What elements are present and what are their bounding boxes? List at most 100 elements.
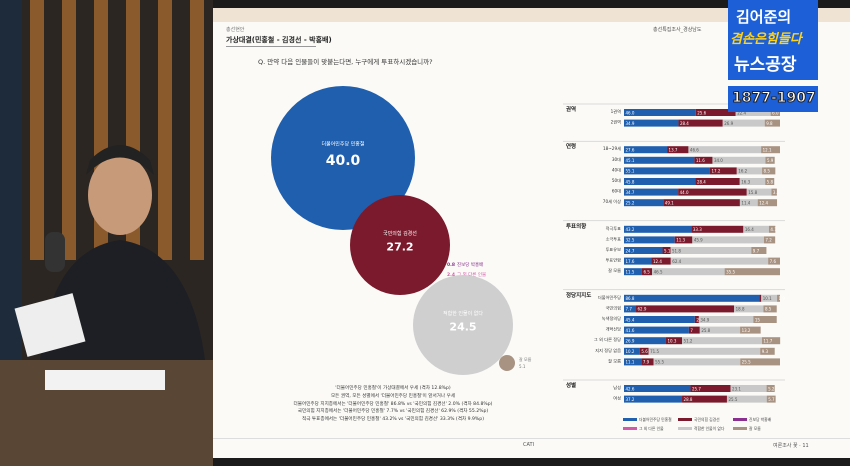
bar-value: 16.2	[738, 169, 747, 174]
summary-line: '더불어민주당 민홍철'이 가상대결에서 우세 (격차 12.8%p)	[335, 386, 451, 391]
bar-value: 62.4	[672, 259, 681, 264]
row-label: 남성	[613, 384, 621, 390]
row-label: 40대	[612, 166, 621, 173]
bar-segment	[651, 257, 671, 265]
bar-value: 9.7	[753, 248, 760, 253]
bar-value: 15	[755, 317, 761, 322]
bar-value: 12.1	[763, 148, 772, 153]
bar-value: 10.2	[626, 349, 635, 354]
bar-segment	[624, 167, 710, 175]
bar-segment	[624, 316, 695, 323]
bar-value: 6.5	[643, 270, 650, 275]
bar-value: 45.1	[626, 158, 635, 163]
summary: '더불어민주당 민홍철'이 가상대결에서 우세 (격차 12.8%p) 모든 권역…	[273, 385, 513, 424]
bar-value: 7.6	[770, 259, 777, 264]
bar-value: 55.5	[655, 360, 664, 365]
bar-segment	[624, 326, 689, 334]
bar-segment	[739, 178, 766, 185]
bar-value: 6.0	[772, 110, 779, 115]
footer-rule	[213, 438, 850, 439]
bubble-name: 국민의힘 김경선	[383, 230, 417, 237]
bar-segment	[624, 236, 675, 244]
bar-segment	[665, 337, 683, 345]
row-label: 1권역	[611, 108, 622, 115]
bar-segment	[751, 247, 767, 254]
bubble-value: 40.0	[326, 153, 361, 169]
bar-value: 16.3	[741, 179, 750, 184]
bubble-name: 그 외 다른 인물	[457, 271, 486, 278]
bar-segment	[730, 385, 767, 392]
row-label: 지지 정당 없음	[595, 347, 621, 354]
bar-value: 55.1	[626, 169, 635, 174]
bar-value: 7	[690, 328, 693, 333]
bar-value: 8.5	[765, 307, 772, 312]
row-label: 국민의힘	[606, 304, 622, 311]
bar-segment	[761, 337, 781, 345]
bar-value: 32.5	[626, 238, 635, 243]
legend-label: 진보당 박홍배	[749, 417, 772, 422]
top-bar	[213, 8, 850, 22]
summary-line: 적극 투표층에서는 '더불어민주당 민홍철' 43.2% vs '국민의힘 김경…	[301, 417, 484, 423]
bar-segment	[641, 358, 654, 366]
bar-segment	[624, 119, 679, 127]
bubble-value: 0.8	[447, 262, 455, 268]
bar-value: 11.7	[763, 339, 772, 344]
bar-segment	[759, 294, 762, 302]
bar-value: 46.0	[626, 110, 635, 115]
bar-value: 13.2	[742, 328, 751, 333]
bar-segment	[734, 305, 764, 313]
summary-line: 모든 권역, 모든 성별에서 '더불어민주당 민홍철'이 앞서거나 우세	[330, 393, 456, 399]
bar-value: 9.8	[766, 121, 773, 126]
row-label: 30대	[612, 156, 621, 163]
bar-segment	[624, 199, 664, 207]
legend-label: 잘 모름	[749, 426, 761, 431]
bar-value: 35.5	[726, 270, 735, 275]
bar-value: 62.9	[638, 307, 647, 312]
group-label: 투표의향	[566, 222, 586, 230]
bar-segment	[694, 316, 699, 323]
group-label: 성별	[566, 381, 576, 389]
bar-value: 43.2	[626, 227, 635, 232]
bar-value: 12.4	[759, 201, 768, 206]
bar-segment	[653, 358, 741, 366]
row-label: 소극투표	[606, 236, 622, 242]
bar-segment	[663, 199, 740, 207]
bar-segment	[762, 167, 776, 175]
bubble-name: 적합한 인물이 없다	[443, 310, 483, 317]
bar-value: 8.5	[764, 169, 771, 174]
bar-segment	[699, 326, 741, 334]
legend-label: 적합한 인물이 없다	[694, 426, 725, 431]
bar-value: 5.6	[641, 349, 648, 354]
question: Q. 만약 다음 인물들이 맞붙는다면, 누구에게 투표하시겠습니까?	[258, 58, 433, 66]
logo-line-2: 겸손은힘들다	[730, 32, 802, 47]
bar-segment	[753, 316, 777, 323]
group-label: 연령	[566, 142, 576, 150]
bar-value: 33.3	[693, 227, 702, 232]
bar-value: 11.5	[626, 270, 635, 275]
bar-value: 27.6	[626, 148, 635, 153]
bar-segment	[709, 167, 737, 175]
bar-value: 34.9	[626, 121, 635, 126]
bar-segment	[694, 156, 713, 164]
bar-segment	[770, 109, 780, 116]
bar-segment	[678, 188, 747, 196]
bar-segment	[624, 358, 642, 366]
bar-segment	[766, 395, 776, 403]
bar-value: 25.2	[626, 201, 635, 206]
row-label: 2권역	[611, 119, 622, 126]
bubble	[350, 195, 450, 295]
bar-segment	[624, 347, 640, 355]
bar-value: 5.2	[768, 386, 775, 391]
bar-segment	[698, 316, 754, 323]
bar-segment	[624, 178, 696, 185]
bar-value: 46.6	[690, 148, 699, 153]
row-label: 개혁신당	[606, 326, 622, 333]
bar-segment	[624, 337, 666, 345]
bubble	[271, 86, 415, 230]
bar-value: 7.2	[765, 238, 772, 243]
bubble-value: 5.1	[519, 364, 526, 369]
logo-line-1: 김어준의	[736, 8, 792, 26]
bar-value: 10.3	[667, 339, 676, 344]
bar-value: 24.7	[626, 248, 635, 253]
